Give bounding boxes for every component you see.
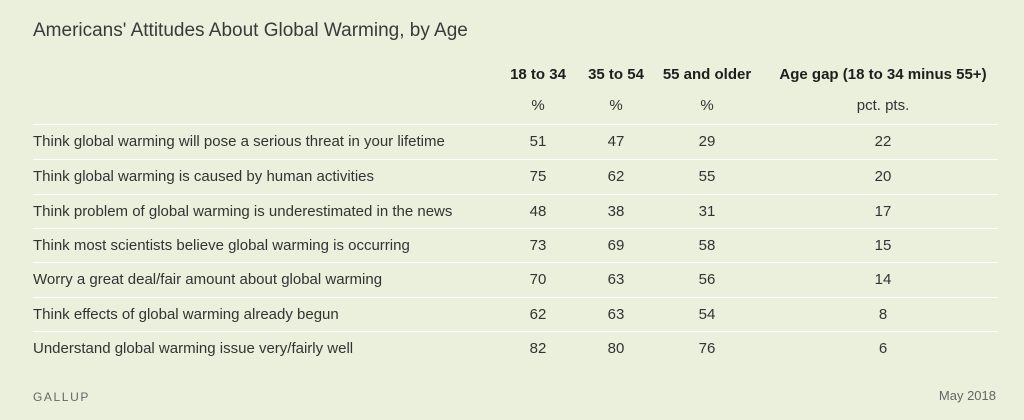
row-divider bbox=[33, 159, 998, 160]
table-row: Understand global warming issue very/fai… bbox=[0, 332, 1024, 366]
cell-age-gap: 15 bbox=[874, 237, 892, 254]
cell-35-to-54: 38 bbox=[607, 203, 625, 220]
cell-35-to-54: 80 bbox=[607, 340, 625, 357]
cell-18-to-34: 73 bbox=[529, 237, 547, 254]
cell-35-to-54: 63 bbox=[607, 271, 625, 288]
column-unit-35-to-54: % bbox=[609, 97, 623, 114]
column-header-18-to-34: 18 to 34 bbox=[510, 66, 566, 83]
cell-35-to-54: 63 bbox=[607, 306, 625, 323]
column-unit-18-to-34: % bbox=[531, 97, 545, 114]
cell-18-to-34: 48 bbox=[529, 203, 547, 220]
column-header-35-to-54: 35 to 54 bbox=[588, 66, 644, 83]
column-header-age-gap: Age gap (18 to 34 minus 55+) bbox=[779, 66, 987, 83]
cell-55-and-older: 55 bbox=[698, 168, 716, 185]
cell-35-to-54: 62 bbox=[607, 168, 625, 185]
row-label: Understand global warming issue very/fai… bbox=[33, 340, 354, 357]
table-row: Think effects of global warming already … bbox=[0, 298, 1024, 332]
cell-18-to-34: 62 bbox=[529, 306, 547, 323]
column-unit-age-gap: pct. pts. bbox=[856, 97, 910, 114]
row-label: Think most scientists believe global war… bbox=[33, 237, 410, 254]
row-divider bbox=[33, 124, 998, 125]
cell-age-gap: 6 bbox=[878, 340, 888, 357]
cell-55-and-older: 31 bbox=[698, 203, 716, 220]
table-row: Think problem of global warming is under… bbox=[0, 195, 1024, 229]
cell-35-to-54: 47 bbox=[607, 133, 625, 150]
table-row: Worry a great deal/fair amount about glo… bbox=[0, 263, 1024, 297]
cell-35-to-54: 69 bbox=[607, 237, 625, 254]
cell-55-and-older: 58 bbox=[698, 237, 716, 254]
row-divider bbox=[33, 331, 998, 332]
survey-date: May 2018 bbox=[938, 388, 996, 403]
cell-55-and-older: 29 bbox=[698, 133, 716, 150]
table-row: Think most scientists believe global war… bbox=[0, 229, 1024, 263]
row-divider bbox=[33, 297, 998, 298]
table-row: Think global warming is caused by human … bbox=[0, 160, 1024, 194]
row-label: Think effects of global warming already … bbox=[33, 306, 339, 323]
cell-age-gap: 17 bbox=[874, 203, 892, 220]
cell-18-to-34: 70 bbox=[529, 271, 547, 288]
row-label: Think problem of global warming is under… bbox=[33, 203, 453, 220]
row-label: Worry a great deal/fair amount about glo… bbox=[33, 271, 383, 288]
cell-age-gap: 20 bbox=[874, 168, 892, 185]
row-divider bbox=[33, 228, 998, 229]
row-label: Think global warming will pose a serious… bbox=[33, 133, 445, 150]
cell-18-to-34: 82 bbox=[529, 340, 547, 357]
brand-logo: GALLUP bbox=[33, 390, 90, 404]
chart-title: Americans' Attitudes About Global Warmin… bbox=[33, 20, 468, 41]
cell-age-gap: 22 bbox=[874, 133, 892, 150]
cell-age-gap: 8 bbox=[878, 306, 888, 323]
cell-18-to-34: 51 bbox=[529, 133, 547, 150]
column-header-55-and-older: 55 and older bbox=[662, 66, 752, 83]
row-divider bbox=[33, 262, 998, 263]
cell-55-and-older: 54 bbox=[698, 306, 716, 323]
column-unit-55-and-older: % bbox=[700, 97, 714, 114]
row-label: Think global warming is caused by human … bbox=[33, 168, 374, 185]
cell-55-and-older: 76 bbox=[698, 340, 716, 357]
cell-age-gap: 14 bbox=[874, 271, 892, 288]
cell-18-to-34: 75 bbox=[529, 168, 547, 185]
cell-55-and-older: 56 bbox=[698, 271, 716, 288]
row-divider bbox=[33, 194, 998, 195]
table-row: Think global warming will pose a serious… bbox=[0, 125, 1024, 159]
